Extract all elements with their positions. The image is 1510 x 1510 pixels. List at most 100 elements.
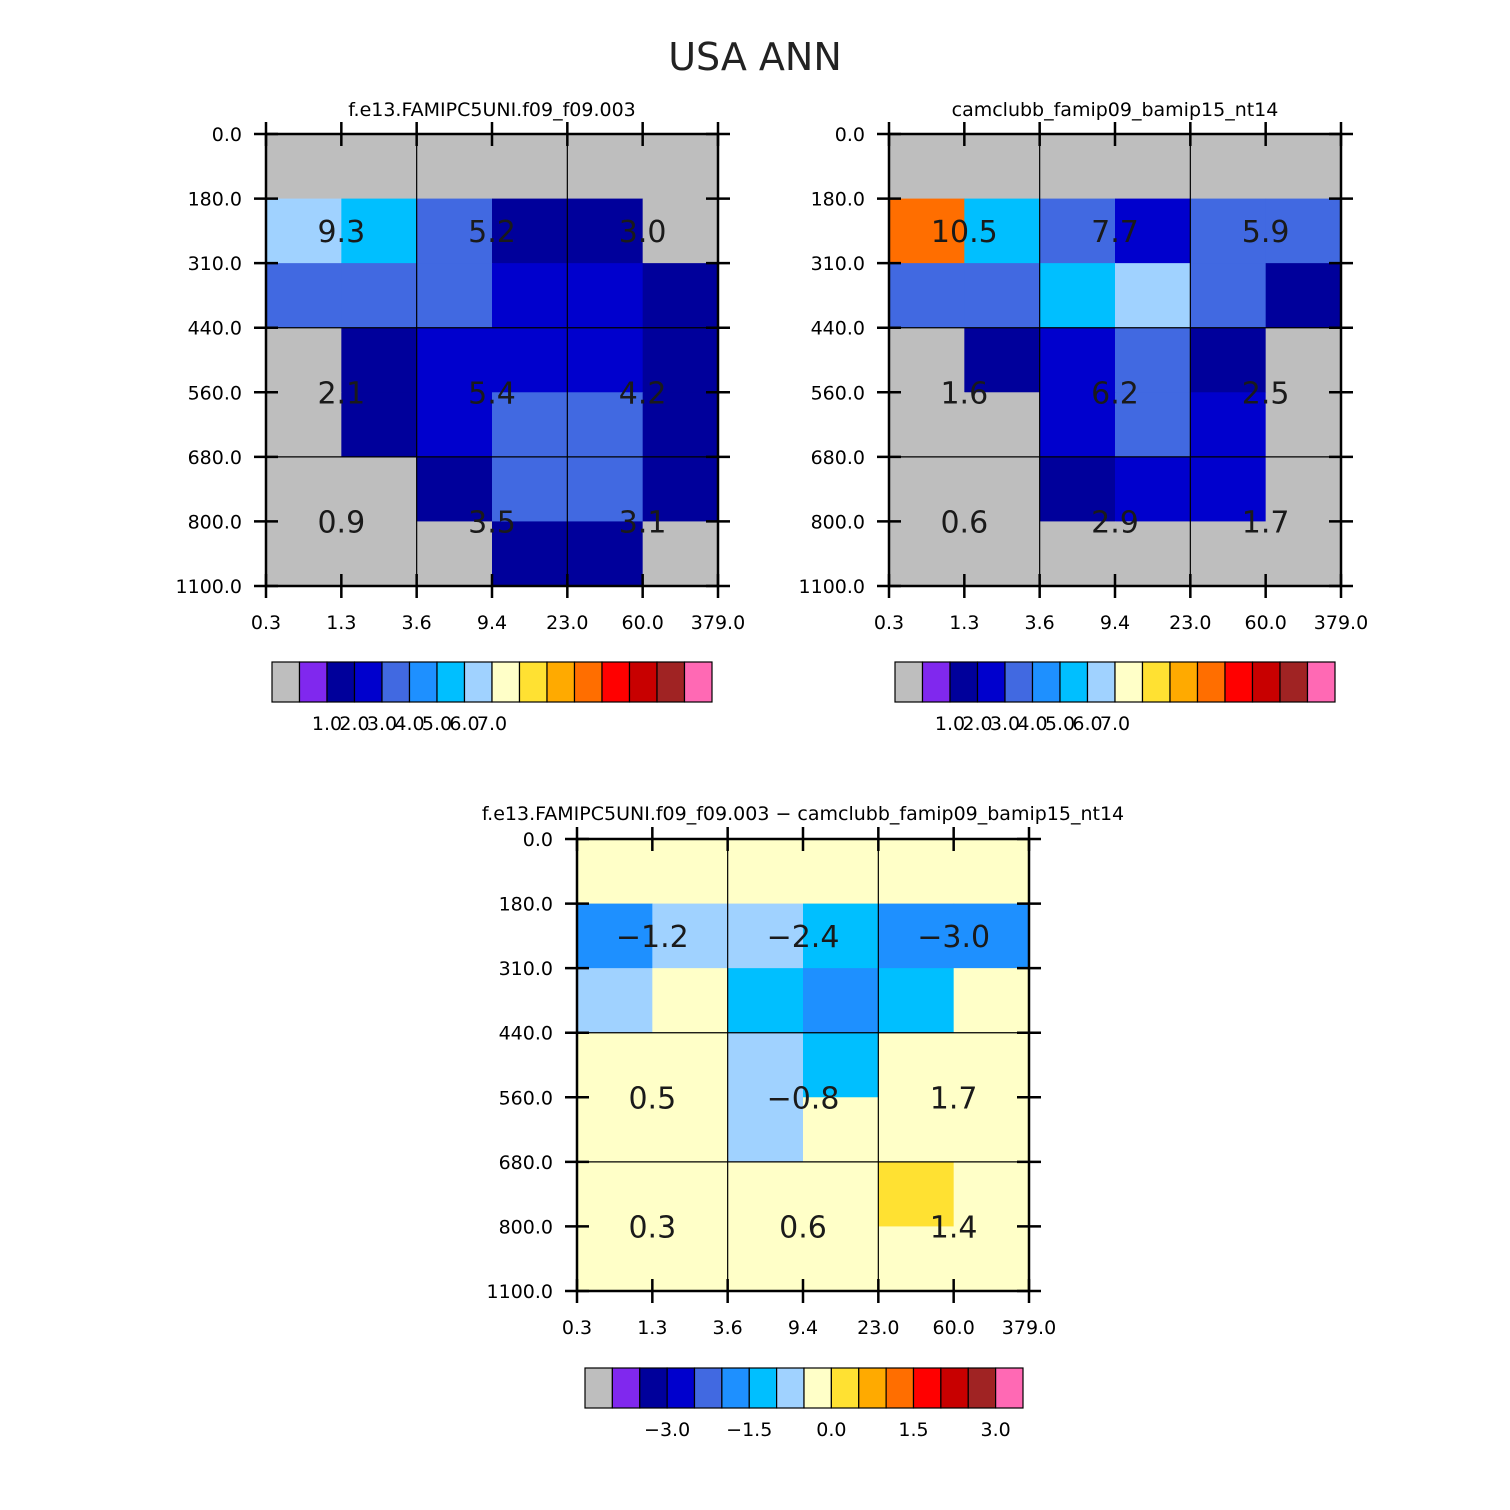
heatmap-cell xyxy=(652,1097,729,1163)
heatmap-cell xyxy=(1190,456,1267,522)
heatmap-cell xyxy=(1039,456,1116,522)
colorbar-swatch xyxy=(1059,661,1089,703)
heatmap-cell xyxy=(803,1097,879,1163)
heatmap-cell xyxy=(652,1161,729,1227)
colorbar-label: 7.0 xyxy=(1100,713,1130,735)
panel-top-left: f.e13.FAMIPC5UNI.f09_f09.003 0.0 180.0 310… xyxy=(176,99,746,735)
colorbar-swatch xyxy=(803,1367,832,1409)
heatmap-cell xyxy=(889,263,965,329)
heatmap-cell xyxy=(341,134,418,200)
heatmap-cell xyxy=(266,327,342,393)
heatmap-cell xyxy=(964,456,1041,522)
y-tick-label: 180.0 xyxy=(811,189,865,211)
y-tick-label: 800.0 xyxy=(811,511,865,533)
colorbar-label: 7.0 xyxy=(477,713,507,735)
heatmap-cell xyxy=(953,903,1030,969)
heatmap-cell xyxy=(492,198,568,264)
y-tick-label: 680.0 xyxy=(188,447,242,469)
heatmap-cell xyxy=(889,392,965,458)
heatmap-cell xyxy=(577,839,653,905)
panel-top-right: camclubb_famip09_bamip15_nt14 0.0 180.0 31… xyxy=(799,99,1369,735)
x-tick-label: 379.0 xyxy=(691,612,745,634)
y-tick-label: 0.0 xyxy=(523,829,553,851)
colorbar-swatch xyxy=(940,1367,969,1409)
heatmap-cell xyxy=(1115,392,1191,458)
heatmap-cell xyxy=(652,1032,729,1098)
heatmap-cell xyxy=(953,1226,1030,1292)
block-value-label: 5.2 xyxy=(468,215,516,250)
heatmap-cell xyxy=(266,198,342,264)
block-value-label: 5.9 xyxy=(1242,215,1290,250)
heatmap-cell xyxy=(341,263,418,329)
block-value-label: −1.2 xyxy=(616,920,689,955)
block-value-label: 5.4 xyxy=(468,376,516,411)
heatmap-cell xyxy=(567,134,644,200)
heatmap-cell xyxy=(953,1097,1030,1163)
colorbar-swatch xyxy=(381,661,411,703)
colorbar-label: 1.5 xyxy=(898,1419,928,1441)
heatmap-cell xyxy=(878,903,955,969)
heatmap-cell xyxy=(964,327,1041,393)
heatmap-cell xyxy=(1190,392,1267,458)
heatmap-cell xyxy=(1265,327,1342,393)
heatmap-cell xyxy=(1039,521,1116,587)
block-value-label: −3.0 xyxy=(917,920,990,955)
colorbar-swatch xyxy=(666,1367,696,1409)
heatmap-cell xyxy=(803,1226,879,1292)
y-tick-label: 800.0 xyxy=(188,511,242,533)
colorbar-label: −1.5 xyxy=(726,1419,772,1441)
heatmap-cell xyxy=(953,839,1030,905)
y-tick-label: 310.0 xyxy=(499,958,553,980)
colorbar-swatch xyxy=(408,661,438,703)
block-value-label: 2.1 xyxy=(317,376,365,411)
heatmap-cell xyxy=(577,1032,653,1098)
colorbar: 1.02.03.04.05.06.07.0 xyxy=(894,661,1336,735)
colorbar-swatch xyxy=(830,1367,860,1409)
block-value-label: −0.8 xyxy=(767,1081,840,1116)
heatmap-cell xyxy=(1190,198,1267,264)
heatmap-cell xyxy=(642,134,719,200)
heatmap-cell xyxy=(964,134,1041,200)
block-value-label: 0.6 xyxy=(940,505,988,540)
y-tick-label: 180.0 xyxy=(188,189,242,211)
heatmap-cell xyxy=(341,521,418,587)
y-tick-label: 1100.0 xyxy=(176,576,242,598)
x-tick-label: 60.0 xyxy=(622,612,664,634)
heatmap-cell xyxy=(878,968,955,1034)
heatmap-cell xyxy=(266,456,342,522)
block-value-label: 0.3 xyxy=(628,1210,676,1245)
heatmap-cell xyxy=(964,392,1041,458)
x-tick-label: 1.3 xyxy=(949,612,979,634)
panel-title: f.e13.FAMIPC5UNI.f09_f09.003 − camclubb_… xyxy=(482,803,1124,825)
heatmap-cell xyxy=(341,198,418,264)
y-tick-label: 310.0 xyxy=(811,253,865,275)
heatmap-cell xyxy=(1265,198,1342,264)
heatmap-cell xyxy=(492,392,568,458)
y-tick-label: 440.0 xyxy=(188,318,242,340)
heatmap-cell xyxy=(953,1032,1030,1098)
heatmap-cell xyxy=(878,839,955,905)
colorbar-swatch xyxy=(748,1367,778,1409)
colorbar-swatch xyxy=(858,1367,887,1409)
x-tick-label: 1.3 xyxy=(637,1317,667,1339)
colorbar: −3.0 −1.5 0.0 1.5 3.0 xyxy=(584,1367,1024,1441)
colorbar-swatch xyxy=(1224,661,1254,703)
heatmap-cell xyxy=(492,327,568,393)
heatmap-cell xyxy=(341,392,418,458)
heatmap-cell xyxy=(878,1226,955,1292)
y-tick-label: 0.0 xyxy=(835,124,865,146)
heatmap-cell xyxy=(727,1226,804,1292)
block-value-label: 2.5 xyxy=(1242,376,1290,411)
colorbar-label: 5.0 xyxy=(1045,713,1075,735)
y-tick-label: 1100.0 xyxy=(799,576,865,598)
colorbar-swatch xyxy=(1279,661,1309,703)
colorbar-swatch xyxy=(518,661,548,703)
heatmap-cell xyxy=(1039,327,1116,393)
heatmap-cell xyxy=(341,327,418,393)
block-value-label: 1.7 xyxy=(1242,505,1290,540)
colorbar-label: −3.0 xyxy=(644,1419,690,1441)
colorbar-label: 3.0 xyxy=(367,713,397,735)
heatmap-cell xyxy=(492,263,568,329)
colorbar-swatch xyxy=(1086,661,1116,703)
